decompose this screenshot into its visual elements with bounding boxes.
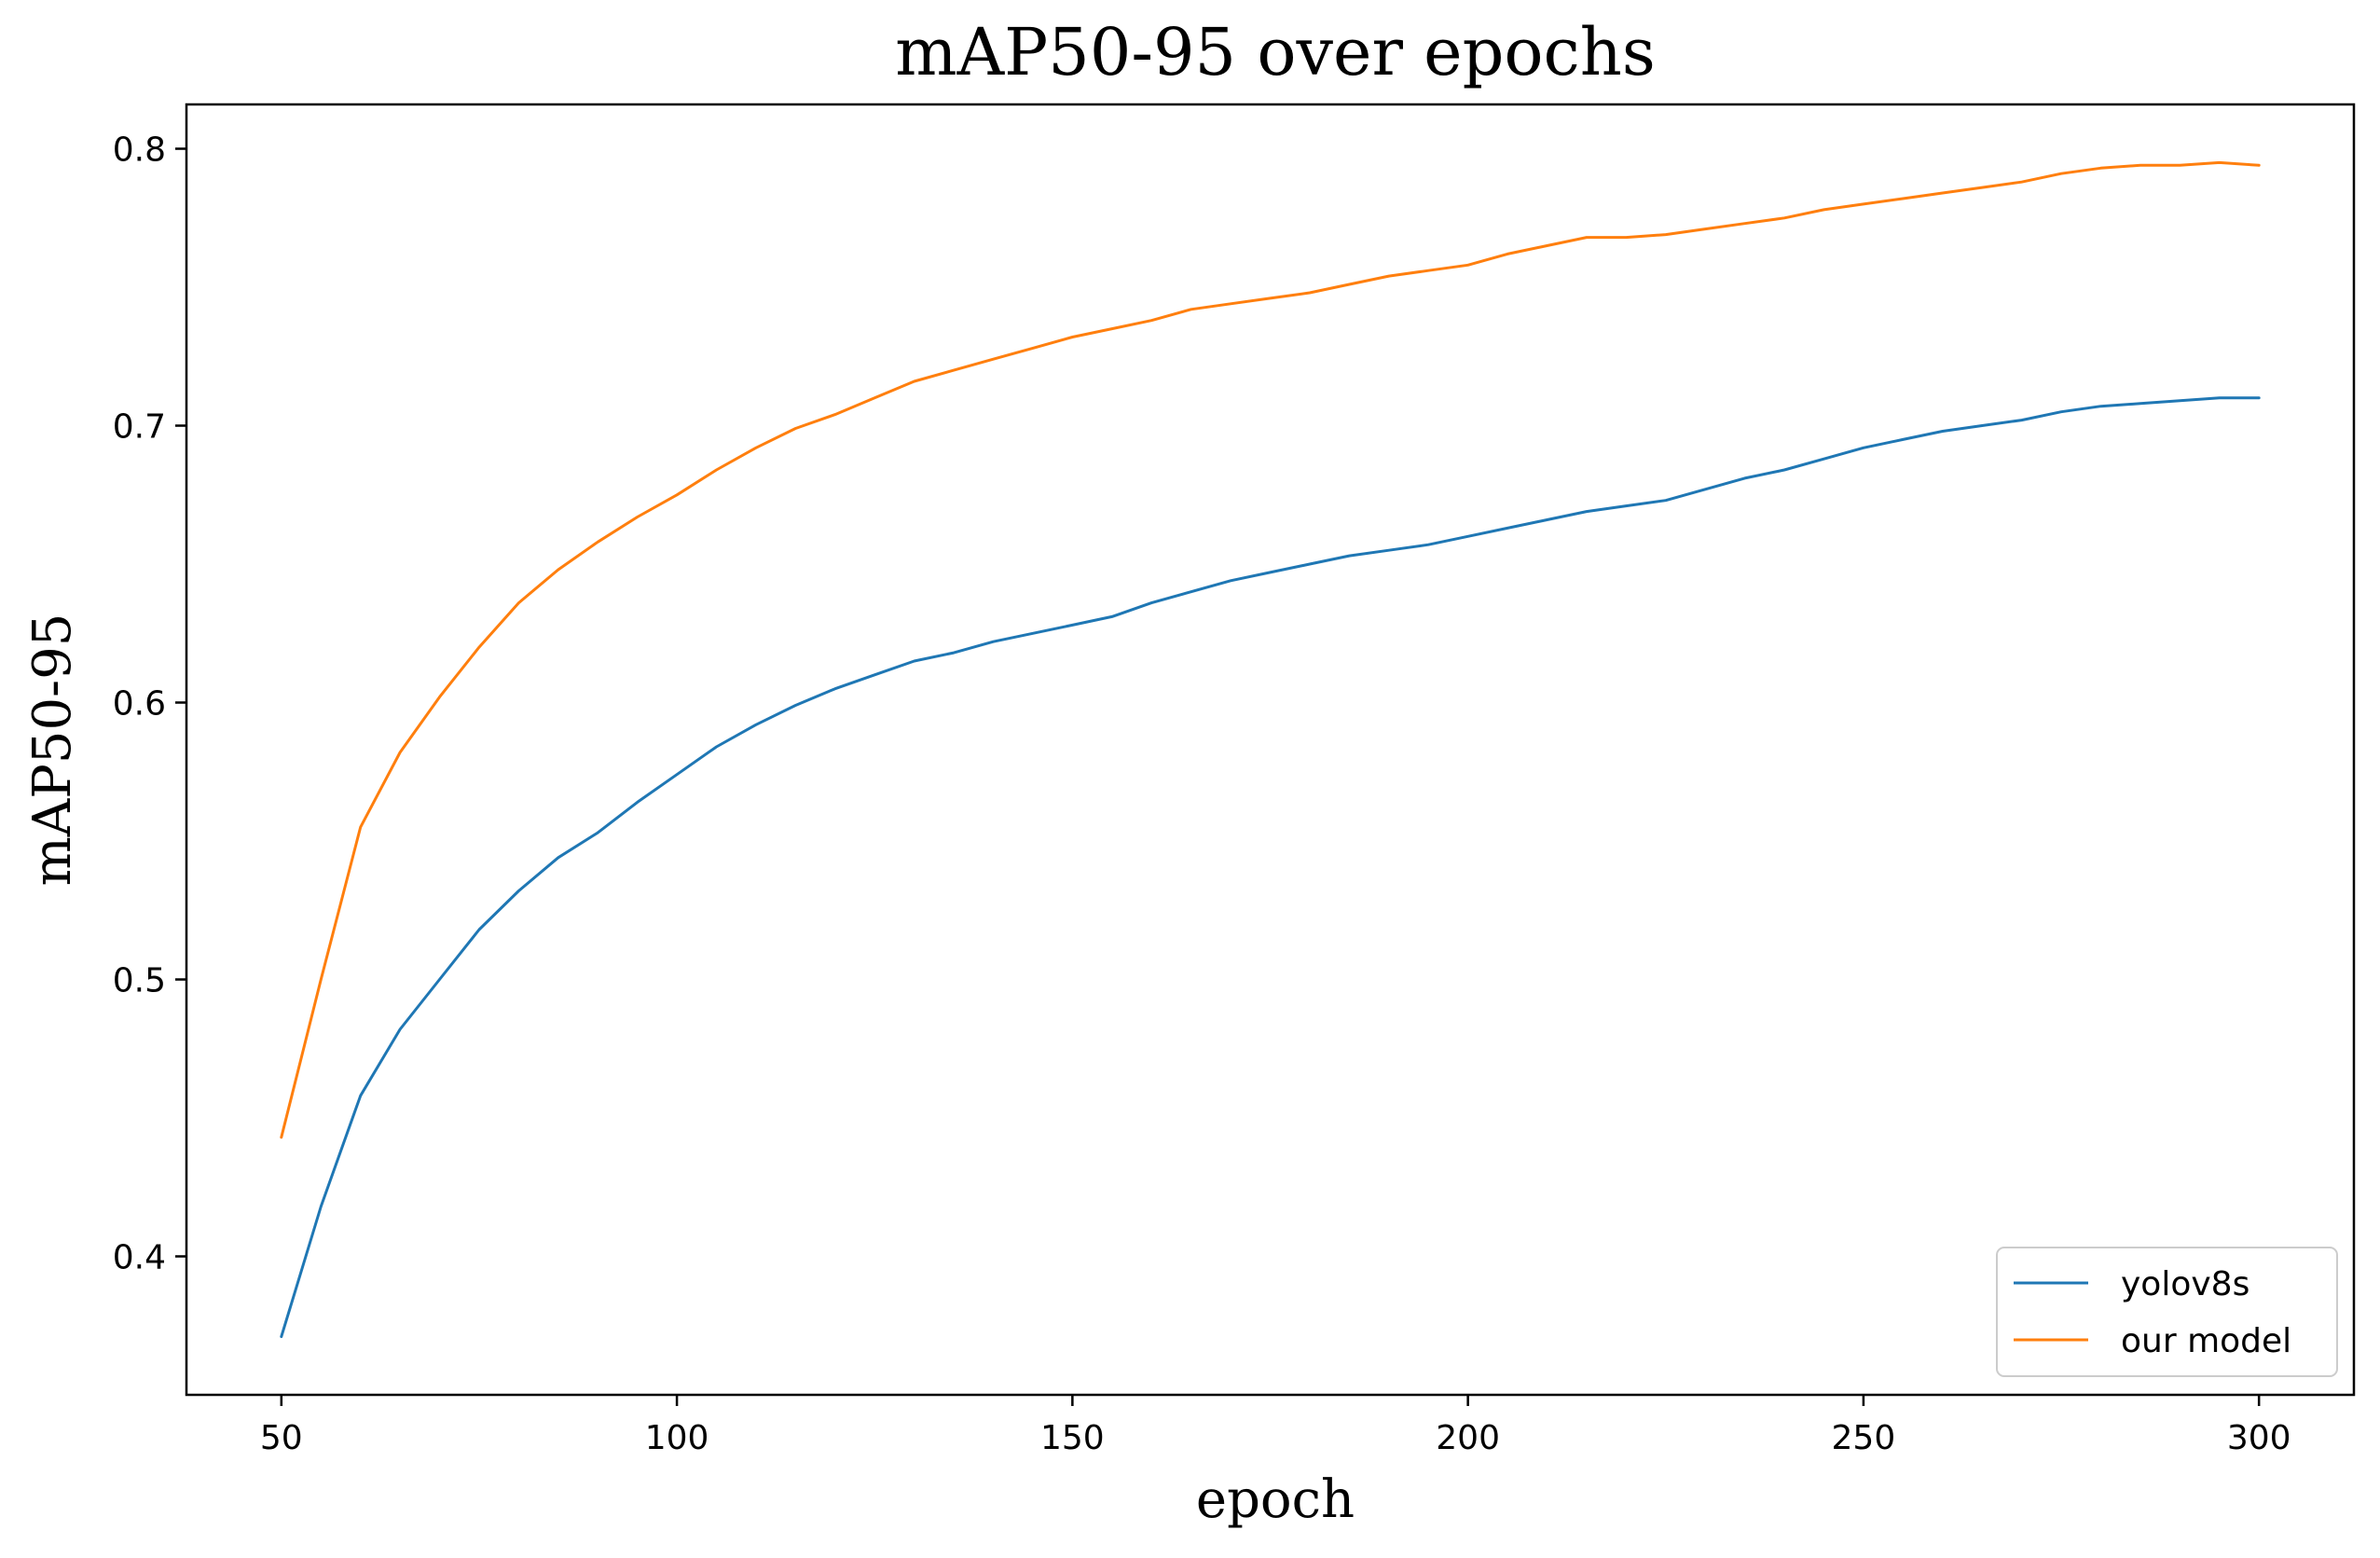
x-tick-label: 200 xyxy=(1436,1419,1500,1457)
legend-label-our-model: our model xyxy=(2121,1322,2291,1360)
series-line-yolov8s xyxy=(280,396,2261,1339)
y-tick-label: 0.7 xyxy=(113,408,166,447)
x-axis: 50 100 150 200 250 300 xyxy=(260,1395,2291,1457)
series-line-our-model xyxy=(280,160,2261,1139)
y-axis: 0.4 0.5 0.6 0.7 0.8 xyxy=(113,131,186,1277)
y-tick-label: 0.5 xyxy=(113,962,166,1000)
x-tick-label: 100 xyxy=(645,1419,709,1457)
y-tick-label: 0.6 xyxy=(113,685,166,724)
chart-title: mAP50-95 over epochs xyxy=(895,14,1656,90)
legend-label-yolov8s: yolov8s xyxy=(2121,1265,2249,1303)
x-tick-label: 50 xyxy=(260,1419,303,1457)
y-axis-label: mAP50-95 xyxy=(22,614,83,887)
y-tick-label: 0.4 xyxy=(113,1239,166,1277)
x-axis-label: epoch xyxy=(1196,1469,1355,1530)
y-tick-label: 0.8 xyxy=(113,131,166,170)
x-tick-label: 150 xyxy=(1040,1419,1105,1457)
legend: yolov8s our model xyxy=(1996,1247,2338,1377)
x-tick-label: 250 xyxy=(1832,1419,1896,1457)
plot-area xyxy=(280,160,2261,1339)
axes-frame xyxy=(185,103,2356,1397)
x-tick-label: 300 xyxy=(2227,1419,2291,1457)
legend-box xyxy=(1996,1247,2338,1377)
